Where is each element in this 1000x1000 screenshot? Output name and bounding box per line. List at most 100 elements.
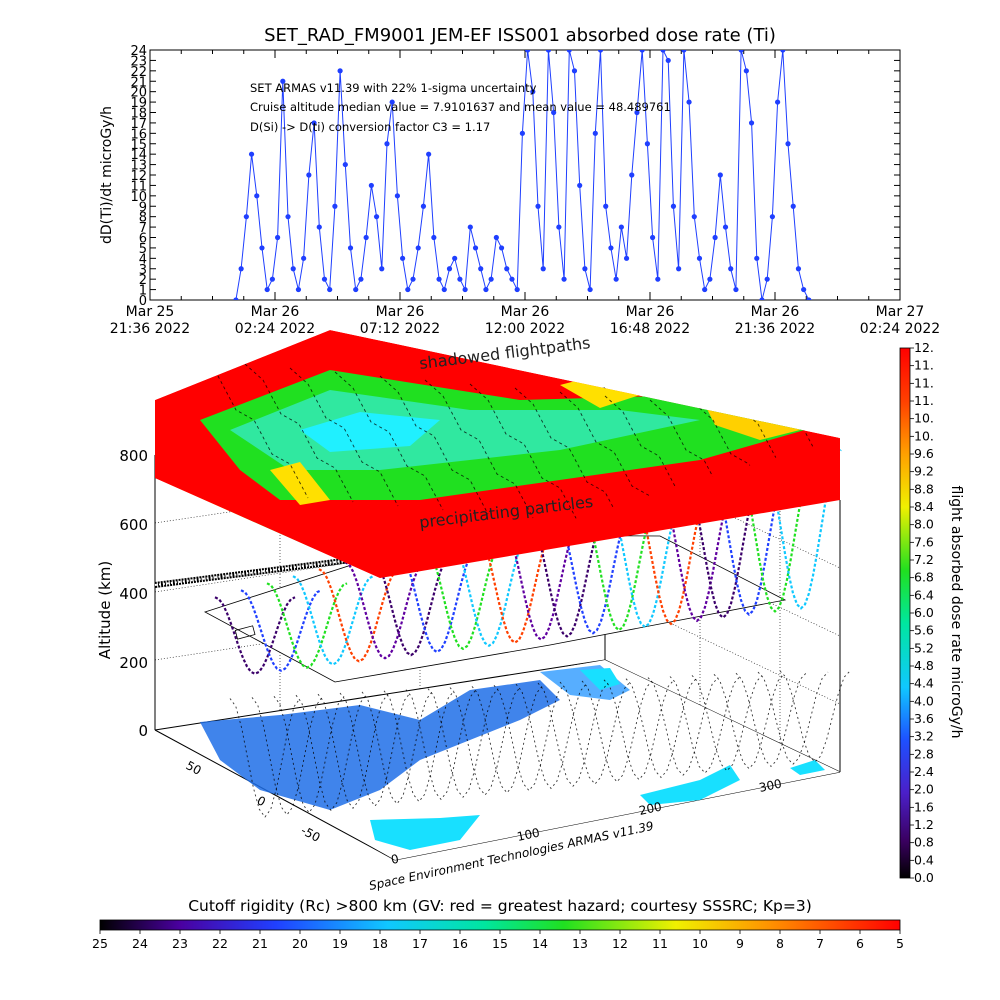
shadowed-track — [694, 403, 804, 543]
lat-lon-ticks: 50 0 -50 0 100 200 300 — [184, 758, 783, 867]
rig-cb-tick-label: 11 — [652, 936, 668, 951]
dose-rate-point — [785, 141, 791, 147]
altitude-tick-label: 0 — [138, 722, 148, 740]
dose-rate-point — [259, 245, 265, 251]
dose-cb-tick-label: 1.2 — [914, 817, 934, 832]
rig-cb-tick-label: 16 — [452, 936, 468, 951]
x-tick-date: Mar 26 — [251, 304, 300, 320]
dose-rate-point — [545, 50, 552, 53]
x-tick-time: 21:36 2022 — [110, 321, 190, 337]
rig-cb-tick-label: 14 — [532, 936, 548, 951]
dose-rate-point — [248, 151, 255, 157]
y-tick-label: 12 — [130, 169, 147, 184]
dose-rate-point — [759, 297, 765, 300]
altitude-axis-label: Altitude (km) — [96, 561, 114, 659]
dose-rate-point — [488, 276, 494, 282]
orbit-track — [240, 589, 322, 672]
dose-cb-tick-label: 6.0 — [914, 605, 934, 620]
dose-rate-point — [436, 276, 442, 282]
ground-map-layer: 50 0 -50 0 100 200 300 — [175, 660, 851, 867]
y-tick-label: 16 — [130, 127, 147, 142]
rig-cb-tick-label: 18 — [372, 936, 388, 951]
shadowed-track — [379, 375, 489, 515]
rig-cb-tick-label: 17 — [412, 936, 428, 951]
y-axis-label: dD(Ti)/dt microGy/h — [99, 106, 115, 244]
dose-rate-point — [400, 255, 406, 261]
shadowed-track — [424, 379, 534, 519]
x-tick-date: Mar 25 — [126, 304, 175, 320]
dose-rate-point — [702, 286, 708, 293]
orbit-track — [266, 582, 348, 669]
dose-rate-point — [306, 172, 312, 178]
dose-rate-point — [540, 266, 546, 272]
dose-rate-point — [373, 214, 380, 220]
y-tick-label: 13 — [130, 159, 147, 174]
dose-colorbar: 0.0 0.4 0.8 1.2 1.6 2.0 2.4 2.8 3.2 3.6 4.0 4.4 4.8 5… — [899, 340, 964, 885]
dose-cb-tick-label: 4.8 — [914, 658, 934, 673]
chart-title: SET_RAD_FM9001 JEM-EF ISS001 absorbed do… — [264, 25, 776, 46]
dose-rate-point — [733, 286, 739, 293]
dose-rate-point — [790, 203, 796, 209]
ground-track — [361, 691, 433, 805]
dose-rate-point — [691, 214, 697, 220]
dose-cb-tick-label: 8.8 — [914, 481, 934, 496]
dose-cb-tick-label: 7.6 — [914, 534, 934, 549]
shadowed-flightpaths-label: shadowed flightpaths — [418, 333, 591, 373]
dose-rate-point — [535, 203, 541, 209]
dose-rate-point — [722, 224, 729, 230]
dose-colorbar-label: flight absorbed dose rate microGy/h — [948, 486, 964, 739]
rig-cb-tick-label: 12 — [612, 936, 628, 951]
orbit-track — [526, 512, 608, 638]
rig-cb-tick-label: 25 — [92, 936, 108, 951]
dose-rate-point — [467, 224, 473, 230]
x-tick-time: 21:36 2022 — [735, 321, 815, 337]
dose-rate-point — [795, 266, 802, 272]
dose-rate-point — [321, 276, 328, 282]
shadowed-track — [604, 395, 714, 535]
dose-rate-point — [556, 224, 562, 230]
dose-rate-point — [634, 109, 640, 116]
ground-track — [383, 690, 455, 803]
rigidity-colorbar: Cutoff rigidity (Rc) >800 km (GV: red = … — [92, 897, 904, 951]
dose-rate-point — [655, 276, 661, 282]
dose-cb-tick-label: 0.8 — [914, 835, 934, 850]
dose-rate-point — [498, 245, 505, 251]
dose-cb-tick-label: 6.8 — [914, 570, 934, 585]
dose-rate-point — [452, 255, 458, 261]
dose-cb-tick-label: 0.4 — [914, 852, 934, 867]
lon-tick-label: 300 — [758, 776, 783, 794]
dose-rate-point — [457, 276, 463, 282]
line-chart: SET_RAD_FM9001 JEM-EF ISS001 absorbed do… — [99, 25, 940, 337]
rigidity-colorbar-label: Cutoff rigidity (Rc) >800 km (GV: red = … — [188, 897, 812, 915]
land-region — [790, 760, 825, 775]
y-tick-label: 10 — [130, 190, 147, 205]
dose-rate-point — [420, 203, 427, 209]
shadowed-track — [514, 387, 624, 527]
dose-rate-point — [597, 50, 604, 53]
ground-track — [537, 682, 609, 787]
rig-cb-tick-label: 21 — [252, 936, 268, 951]
y-tick-label: 14 — [130, 148, 147, 163]
ground-track — [405, 689, 477, 801]
rigidity-colorbar-fill — [99, 919, 901, 931]
ground-track — [559, 681, 631, 785]
dose-rate-point — [738, 50, 744, 53]
dose-rate-point — [754, 255, 760, 261]
dose-rate-point — [676, 266, 682, 272]
rig-cb-tick-label: 24 — [132, 936, 148, 951]
dose-rate-point — [415, 245, 421, 251]
altitude-tick-label: 600 — [119, 516, 148, 534]
rig-cb-tick-label: 23 — [172, 936, 188, 951]
dose-rate-point — [603, 203, 609, 209]
dose-rate-point — [639, 50, 645, 53]
dose-rate-point — [368, 182, 374, 189]
dose-rate-point — [493, 234, 499, 241]
x-tick-date: Mar 26 — [501, 304, 550, 320]
dose-rate-point — [681, 50, 687, 53]
dose-rate-point — [571, 68, 578, 74]
rigidity-band — [300, 412, 440, 452]
dose-rate-point — [743, 68, 749, 74]
